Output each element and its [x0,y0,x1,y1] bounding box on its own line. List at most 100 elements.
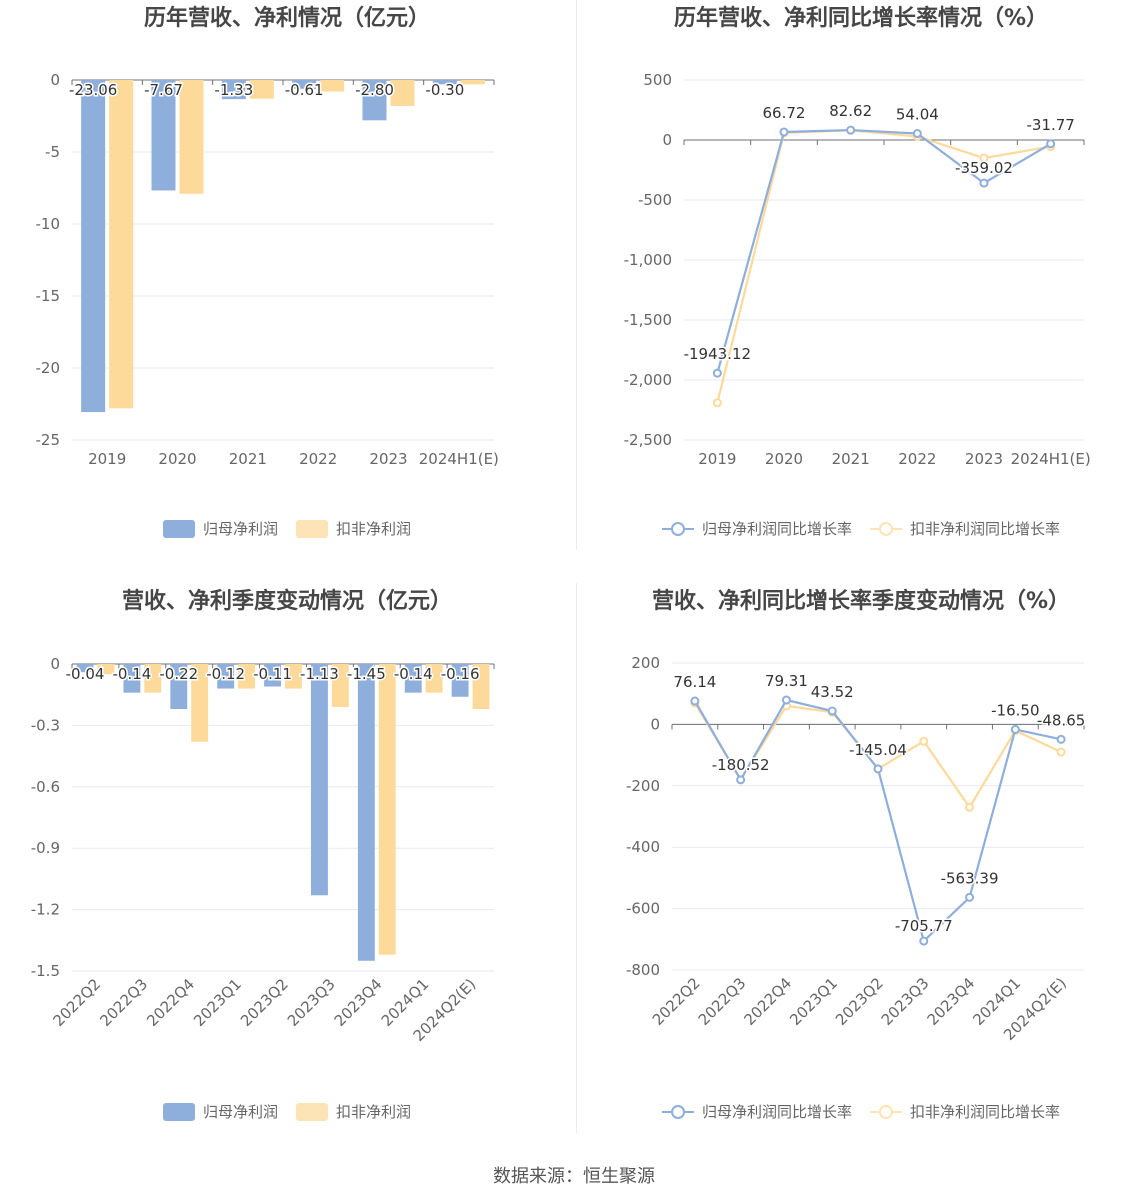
x-tick-label: 2022Q2 [649,974,704,1029]
point-deducted-growth [965,802,975,812]
bar-deducted-net-profit [144,664,162,693]
point-parent-growth [779,127,789,137]
data-label: -23.06 [69,81,117,99]
y-tick-label: -25 [36,431,61,449]
bar-deducted-net-profit [320,80,345,92]
quarterly-growth-chart: 2000-200-400-600-8002022Q22022Q32022Q420… [626,654,1087,1044]
legend: 归母净利润同比增长率 扣非净利润同比增长率 [574,518,1148,539]
legend: 归母净利润 扣非净利润 [0,1101,574,1122]
y-tick-label: -2,000 [624,371,672,389]
legend-item-parent-growth[interactable]: 归母净利润同比增长率 [661,518,852,539]
bar-parent-net-profit [151,80,176,191]
legend-label: 归母净利润同比增长率 [701,1103,852,1121]
legend-label: 归母净利润 [202,520,278,538]
x-tick-label: 2019 [88,450,126,468]
x-tick-label: 2023Q2 [237,975,292,1030]
legend-item-deducted-growth[interactable]: 扣非净利润同比增长率 [870,518,1060,539]
bar-parent-net-profit [123,664,141,693]
point-parent-growth [736,775,746,785]
annual-profit-panel: 历年营收、净利情况（亿元） 0 -5 -10 -15 -20 -25 2019 2020 202… [0,0,574,580]
point-deducted-growth [1056,747,1066,757]
bar-parent-net-profit [404,664,422,693]
legend-label: 扣非净利润 [336,1103,412,1121]
bar-deducted-net-profit [425,664,443,693]
data-label: -0.11 [253,665,292,683]
y-tick-label: -1.2 [31,901,60,919]
y-tick-label: -10 [36,215,61,233]
bar-parent-net-profit [217,664,235,689]
x-tick-label: 2022 [299,450,337,468]
quarterly-profit-chart: 0-0.3-0.6-0.9-1.2-1.52022Q22022Q32022Q42… [31,655,495,1045]
legend: 归母净利润同比增长率 扣非净利润同比增长率 [574,1101,1148,1122]
chart-title: 营收、净利同比增长率季度变动情况（%） [651,589,1071,614]
bar-deducted-net-profit [109,80,134,409]
bar-parent-net-profit [264,664,281,687]
legend-item-parent-net-profit[interactable]: 归母净利润 [162,518,278,539]
y-tick-label: 0 [650,715,660,733]
data-label: -0.14 [394,665,433,683]
y-tick-label: 500 [643,71,672,89]
bar-deducted-net-profit [97,664,115,675]
quarterly-growth-panel: 营收、净利同比增长率季度变动情况（%） 200 0 -200 -400 -600 -800… [574,583,1148,1163]
data-label: 79.31 [765,672,808,690]
point-parent-growth [712,368,722,378]
data-label: -0.16 [441,665,480,683]
line-parent-growth [716,128,1052,374]
x-tick-label: 2023Q3 [284,975,339,1030]
annual-growth-chart: 500 0 -500 -1,000 -1,500 -2,000 -2,500 2019 2020… [624,71,1091,468]
point-parent-growth [690,696,700,706]
bar-deducted-net-profit [249,80,274,99]
legend-label: 扣非净利润同比增长率 [910,1103,1061,1121]
data-label: -2.80 [355,81,394,99]
bar-deducted-net-profit [191,664,209,742]
chart-title: 营收、净利季度变动情况（亿元） [121,589,452,614]
point-parent-growth [846,125,856,135]
x-tick-label: 2023Q4 [924,974,979,1029]
point-parent-growth [1010,724,1020,734]
x-tick-label: 2022 [898,450,936,468]
data-label: -16.50 [991,701,1039,719]
bar-parent-net-profit [362,80,387,121]
y-tick-label: -1.5 [31,962,60,980]
legend-item-deducted-growth[interactable]: 扣非净利润同比增长率 [870,1101,1060,1122]
point-parent-growth [965,892,975,902]
y-tick-label: -600 [626,900,660,918]
bar-deducted-net-profit [238,664,255,689]
x-tick-label: 2019 [698,450,736,468]
x-tick-label: 2021 [229,450,267,468]
y-tick-label: -1,500 [624,311,672,329]
y-tick-label: -2,500 [624,431,672,449]
legend-label: 归母净利润同比增长率 [701,520,852,538]
y-tick-label: -1,000 [624,251,672,269]
bar-parent-net-profit [81,80,106,413]
bar-deducted-net-profit [460,80,485,85]
legend-label: 扣非净利润同比增长率 [910,520,1061,538]
legend-label: 扣非净利润 [336,520,412,538]
x-tick-label: 2023 [965,450,1003,468]
point-parent-growth [919,936,929,946]
legend-item-parent-growth[interactable]: 归母净利润同比增长率 [661,1101,852,1122]
x-tick-label: 2022Q4 [740,974,795,1029]
legend-swatch-secondary [296,1102,328,1121]
line-parent-growth [693,698,1062,944]
legend-item-deducted-net-profit[interactable]: 扣非净利润 [296,1101,411,1122]
y-tick-label: -20 [36,359,61,377]
x-tick-label: 2023Q4 [331,975,386,1030]
data-label: 54.04 [896,106,939,124]
y-tick-label: -0.3 [31,716,60,734]
bar-deducted-net-profit [378,664,396,955]
point-deducted-growth [919,736,929,746]
legend-item-deducted-net-profit[interactable]: 扣非净利润 [296,518,411,539]
x-tick-label: 2023Q3 [878,974,933,1029]
legend-item-parent-net-profit[interactable]: 归母净利润 [162,1101,278,1122]
y-tick-label: -400 [626,838,660,856]
bar-parent-net-profit [76,664,94,673]
point-deducted-growth [979,153,989,163]
quarterly-profit-panel: 营收、净利季度变动情况（亿元） 0 -0.3 -0.6 -0.9 -1.2 -1.5 202… [0,583,574,1163]
x-tick-label: 2022Q4 [143,975,198,1030]
x-tick-label: 2020 [765,450,803,468]
data-source: 数据来源：恒生聚源 [493,1166,655,1187]
x-tick-label: 2023 [369,450,407,468]
x-tick-label: 2023Q2 [832,974,887,1029]
data-label: -0.61 [285,81,324,99]
